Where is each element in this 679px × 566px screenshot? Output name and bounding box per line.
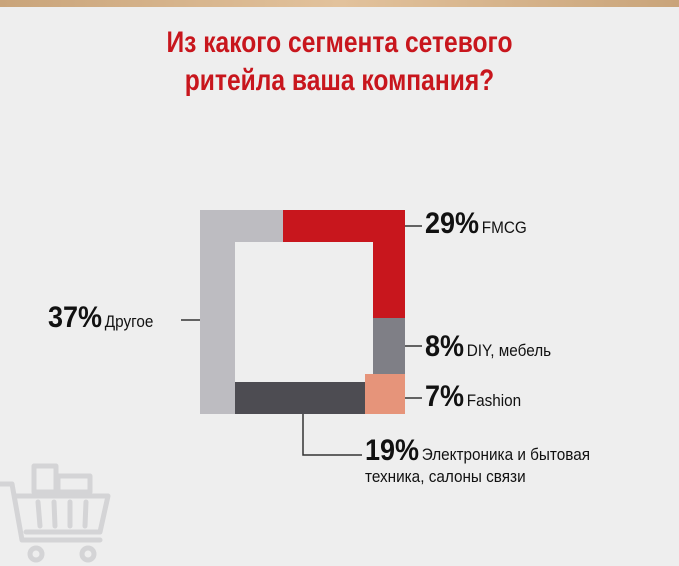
top-accent-bar [0, 0, 679, 7]
slice-label-diy: 8% DIY, мебель [425, 330, 551, 364]
slice-label-electronics: 19% Электроника и бытовая техника, салоны… [365, 436, 595, 488]
slice-percent-fashion: 7% [425, 380, 465, 413]
slice-percent-other: 37% [48, 301, 103, 334]
chart-title-line-2: ритейла ваша компания? [184, 64, 495, 97]
slice-label-fmcg: 29% FMCG [425, 207, 527, 241]
segment-other-top [235, 210, 283, 242]
slice-name-fashion: Fashion [466, 391, 522, 410]
chart-title-line-1: Из какого сегмента сетевого [166, 26, 513, 59]
leader-line-electronics [302, 414, 362, 456]
slice-label-other: 37% Другое [48, 301, 153, 335]
segment-fmcg-right [373, 242, 405, 318]
segment-diy [373, 318, 405, 374]
slice-name-electronics: Электроника и бытовая техника, салоны св… [365, 445, 590, 486]
slice-percent-diy: 8% [425, 330, 465, 363]
segment-other-left [200, 210, 235, 414]
slice-name-fmcg: FMCG [481, 218, 527, 237]
shopping-cart-icon [0, 463, 111, 563]
slice-percent-fmcg: 29% [425, 207, 480, 240]
slice-name-other: Другое [104, 312, 154, 331]
slice-label-fashion: 7% Fashion [425, 380, 521, 414]
chart-title: Из какого сегмента сетевого ритейла ваша… [61, 24, 618, 100]
segment-fashion [365, 374, 405, 414]
slice-name-diy: DIY, мебель [466, 341, 552, 360]
slice-percent-electronics: 19% [365, 434, 420, 467]
segment-fmcg-top [283, 210, 405, 242]
segment-electronics [235, 382, 365, 414]
